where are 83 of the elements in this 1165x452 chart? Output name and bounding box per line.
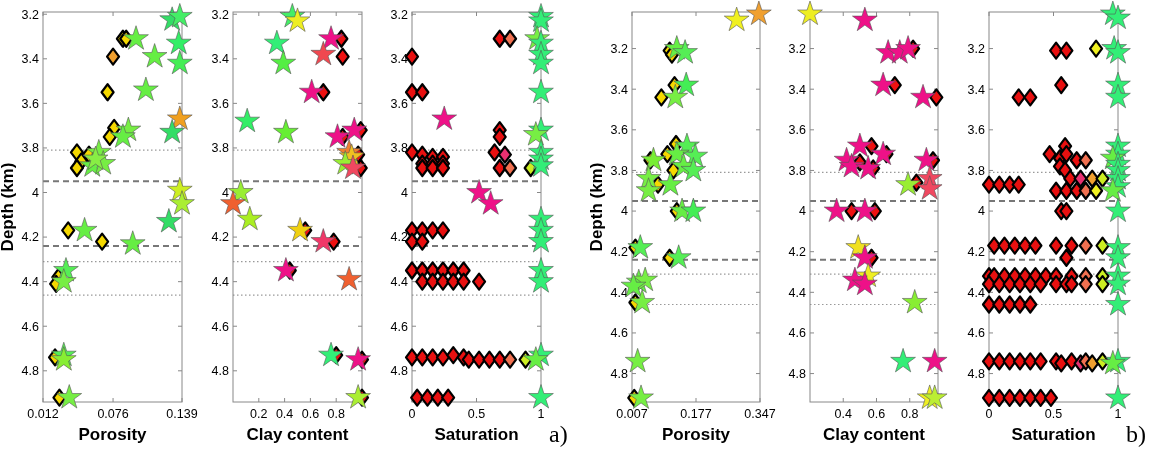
x-tick-label: 0.4 xyxy=(275,407,294,421)
y-tick-label: 4.4 xyxy=(788,285,807,300)
y-tick-label: 4.4 xyxy=(967,285,986,300)
x-tick-label: 0.139 xyxy=(166,407,198,421)
y-tick-label: 4.2 xyxy=(21,230,40,245)
x-tick-label: 0.8 xyxy=(327,407,345,421)
y-tick-label: 3.4 xyxy=(967,82,986,97)
y-tick-label: 3.4 xyxy=(390,52,409,67)
y-tick-label: 4 xyxy=(978,204,986,219)
x-tick-label: 0 xyxy=(985,407,993,421)
x-tick-label: 0.8 xyxy=(901,407,919,421)
y-tick-label: 4.2 xyxy=(610,245,629,260)
y-tick-label: 3.8 xyxy=(21,141,40,156)
x-tick-label: 0.012 xyxy=(27,407,59,421)
x-tick-label: 1 xyxy=(1114,407,1122,421)
y-tick-label: 4.4 xyxy=(211,275,230,290)
y-tick-label: 3.4 xyxy=(211,52,230,67)
x-tick-label: 0.6 xyxy=(867,407,886,421)
y-tick-label: 3.6 xyxy=(390,96,409,111)
y-tick-label: 3.4 xyxy=(21,52,40,67)
y-tick-label: 4.2 xyxy=(211,230,230,245)
x-tick-label: 0.5 xyxy=(1044,407,1063,421)
y-tick-label: 3.4 xyxy=(610,82,629,97)
x-tick-label: 0.347 xyxy=(744,407,776,421)
y-tick-label: 3.8 xyxy=(967,163,986,178)
y-tick-label: 3.8 xyxy=(390,141,409,156)
y-tick-label: 4.6 xyxy=(390,319,409,334)
y-tick-label: 4.4 xyxy=(390,275,409,290)
x-axis-title: Clay content xyxy=(246,425,349,444)
text: a) xyxy=(549,421,568,447)
y-tick-label: 4 xyxy=(799,204,807,219)
x-tick-label: 0.076 xyxy=(97,407,129,421)
y-tick-label: 4.2 xyxy=(788,245,807,260)
y-tick-label: 4.6 xyxy=(967,326,986,341)
x-axis-title: Saturation xyxy=(1011,425,1096,444)
y-tick-label: 4.8 xyxy=(211,364,230,379)
y-tick-label: 3.4 xyxy=(788,82,807,97)
x-tick-label: 0.177 xyxy=(680,407,712,421)
y-tick-label: 4.4 xyxy=(21,275,40,290)
y-tick-label: 4 xyxy=(32,185,40,200)
y-axis-title: Depth (km) xyxy=(587,162,606,252)
y-tick-label: 3.2 xyxy=(967,41,986,56)
y-tick-label: 3.6 xyxy=(788,123,807,138)
y-tick-label: 4 xyxy=(621,204,629,219)
y-tick-label: 3.2 xyxy=(211,7,230,22)
x-tick-label: 0.2 xyxy=(250,407,268,421)
y-tick-label: 4.6 xyxy=(211,319,230,334)
x-tick-label: 0.6 xyxy=(301,407,320,421)
y-axis-title: Depth (km) xyxy=(0,162,17,252)
x-axis-title: Porosity xyxy=(661,425,731,444)
y-tick-label: 3.2 xyxy=(788,41,807,56)
y-tick-label: 4.2 xyxy=(967,245,986,260)
y-tick-label: 4.8 xyxy=(21,364,40,379)
y-tick-label: 4.4 xyxy=(610,285,629,300)
x-tick-label: 1 xyxy=(537,407,545,421)
x-tick-label: 0.4 xyxy=(834,407,852,421)
y-tick-label: 4.2 xyxy=(390,230,409,245)
x-tick-label: 0.007 xyxy=(616,407,648,421)
y-tick-label: 3.6 xyxy=(967,123,986,138)
x-tick-label: 0 xyxy=(408,407,416,421)
y-tick-label: 3.8 xyxy=(788,163,807,178)
y-tick-label: 3.2 xyxy=(390,7,409,22)
x-axis-title: Saturation xyxy=(434,425,519,444)
y-tick-label: 4 xyxy=(401,185,409,200)
y-tick-label: 3.8 xyxy=(211,141,230,156)
y-tick-label: 4 xyxy=(222,185,230,200)
x-tick-label: 0.5 xyxy=(467,407,486,421)
y-tick-label: 3.8 xyxy=(610,163,629,178)
x-axis-title: Clay content xyxy=(822,425,926,444)
y-tick-label: 4.8 xyxy=(390,364,409,379)
y-tick-label: 3.6 xyxy=(211,96,230,111)
y-tick-label: 4.6 xyxy=(21,319,40,334)
x-axis-title: Porosity xyxy=(78,425,148,444)
y-tick-label: 4.6 xyxy=(610,326,629,341)
y-tick-label: 3.2 xyxy=(610,41,629,56)
y-tick-label: 3.6 xyxy=(21,96,40,111)
y-tick-label: 3.6 xyxy=(610,123,629,138)
y-tick-label: 4.8 xyxy=(788,366,807,381)
y-tick-label: 4.6 xyxy=(788,326,807,341)
y-tick-label: 4.8 xyxy=(967,366,986,381)
y-tick-label: 4.8 xyxy=(610,366,629,381)
y-tick-label: 3.2 xyxy=(21,7,40,22)
text: b) xyxy=(1126,421,1146,447)
